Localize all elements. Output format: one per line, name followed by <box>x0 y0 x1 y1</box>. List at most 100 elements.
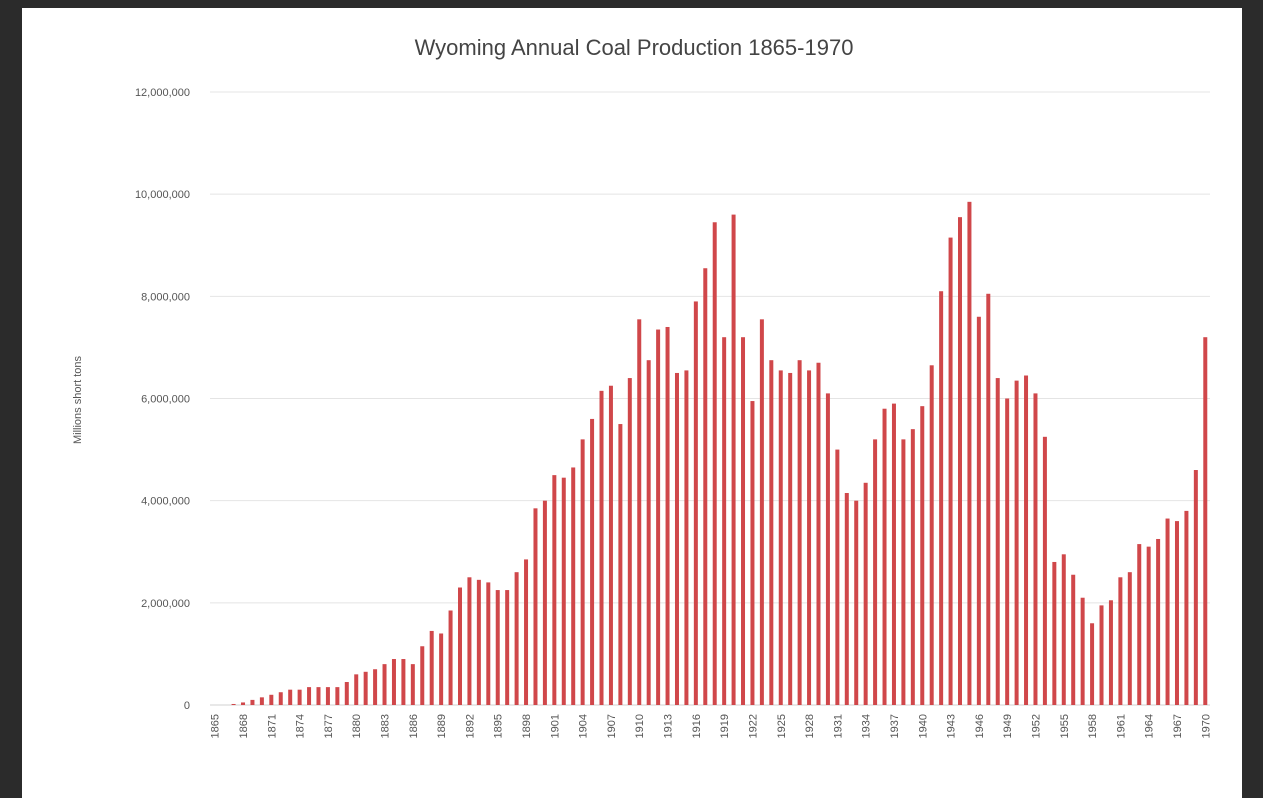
x-tick-label: 1964 <box>1144 714 1156 738</box>
x-tick-label: 1967 <box>1172 714 1184 738</box>
bar <box>561 477 566 705</box>
bar <box>665 326 670 705</box>
bar <box>307 687 312 705</box>
y-tick-label: 12,000,000 <box>135 87 190 99</box>
y-tick-label: 4,000,000 <box>141 496 190 508</box>
bar <box>920 406 925 705</box>
bar <box>769 360 774 705</box>
chart-title: Wyoming Annual Coal Production 1865-1970 <box>415 35 854 60</box>
bar <box>382 664 387 705</box>
bar <box>476 579 481 705</box>
bar <box>825 393 830 705</box>
bar <box>250 699 255 705</box>
bar <box>703 268 708 705</box>
bar <box>580 439 585 705</box>
x-tick-label: 1907 <box>606 714 618 738</box>
bar <box>316 687 321 705</box>
bar <box>1203 337 1208 705</box>
bar <box>1099 605 1104 705</box>
bar <box>373 669 378 705</box>
bar <box>731 214 736 705</box>
y-tick-label: 10,000,000 <box>135 189 190 201</box>
y-tick-label: 6,000,000 <box>141 394 190 406</box>
bar <box>1080 597 1085 705</box>
bar <box>269 694 274 705</box>
bar <box>637 319 642 705</box>
bar <box>750 401 755 705</box>
bar <box>1165 518 1170 705</box>
bar <box>1193 470 1198 705</box>
bar <box>901 439 906 705</box>
bar <box>1184 510 1189 705</box>
bar <box>976 316 981 705</box>
bar <box>608 385 613 705</box>
y-tick-label: 8,000,000 <box>141 291 190 303</box>
bar <box>552 475 557 705</box>
bar <box>1118 577 1123 705</box>
bar <box>1024 375 1029 705</box>
x-tick-label: 1889 <box>436 714 448 738</box>
bar <box>325 687 330 705</box>
bar <box>656 329 661 705</box>
x-tick-label: 1943 <box>946 714 958 738</box>
bar <box>1108 600 1113 705</box>
bar <box>778 370 783 705</box>
bar <box>684 370 689 705</box>
bar <box>1042 436 1047 705</box>
bar <box>429 630 434 705</box>
bar <box>995 378 1000 705</box>
bar <box>882 408 887 705</box>
bar <box>288 689 293 705</box>
bar <box>1137 544 1142 705</box>
x-tick-label: 1895 <box>493 714 505 738</box>
bar <box>939 291 944 705</box>
x-tick-label: 1931 <box>832 714 844 738</box>
bar <box>1156 538 1161 705</box>
x-tick-label: 1937 <box>889 714 901 738</box>
bar <box>1146 546 1151 705</box>
x-tick-label: 1892 <box>464 714 476 738</box>
bar <box>401 659 406 705</box>
bar <box>590 418 595 705</box>
bar <box>335 687 340 705</box>
x-tick-label: 1952 <box>1030 714 1042 738</box>
bar <box>514 572 519 705</box>
bar <box>458 587 462 705</box>
x-tick-label: 1871 <box>266 714 278 738</box>
bar <box>1090 623 1095 705</box>
bar <box>627 378 632 705</box>
x-tick-label: 1916 <box>691 714 703 738</box>
bar <box>354 674 359 705</box>
x-tick-label: 1868 <box>238 714 250 738</box>
bar <box>297 689 302 705</box>
bar <box>1014 380 1019 705</box>
bar <box>241 702 246 705</box>
bar <box>797 360 802 705</box>
x-tick-label: 1910 <box>634 714 646 738</box>
bar <box>448 610 453 705</box>
bar <box>1033 393 1038 705</box>
bar <box>854 500 859 705</box>
y-axis-label: Millions short tons <box>72 355 84 444</box>
bar <box>231 703 236 705</box>
x-tick-label: 1877 <box>323 714 335 738</box>
bar <box>807 370 812 705</box>
bar <box>533 508 538 705</box>
x-tick-label: 1934 <box>861 714 873 738</box>
bar <box>910 429 915 705</box>
x-tick-label: 1886 <box>408 714 420 738</box>
bar <box>741 337 746 705</box>
x-tick-label: 1958 <box>1087 714 1099 738</box>
bar <box>958 217 962 705</box>
bar <box>1005 398 1010 705</box>
x-tick-label: 1913 <box>663 714 675 738</box>
bar <box>863 482 868 705</box>
x-tick-label: 1883 <box>380 714 392 738</box>
bar <box>929 365 934 705</box>
bar <box>948 237 953 705</box>
y-tick-label: 0 <box>184 700 190 712</box>
x-tick-label: 1970 <box>1200 714 1212 738</box>
x-tick-label: 1880 <box>351 714 363 738</box>
bar <box>816 362 821 705</box>
bar <box>278 692 283 705</box>
